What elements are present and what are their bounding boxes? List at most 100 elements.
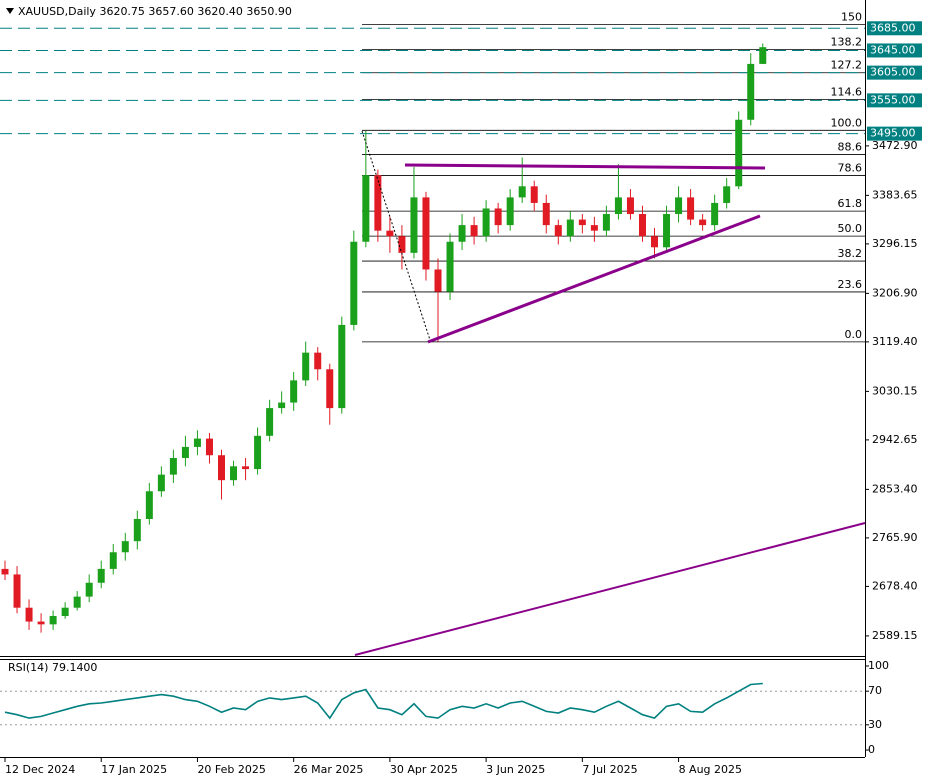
candle-body: [109, 552, 117, 569]
fib-label: 88.6: [838, 140, 863, 153]
candle-body: [458, 225, 466, 242]
candle-body: [169, 457, 177, 475]
candle-body: [13, 574, 21, 608]
y-tick-label: 3472.90: [872, 139, 918, 152]
y-tick-label: 3206.90: [872, 286, 918, 299]
level-label: 3685.00: [870, 21, 916, 34]
level-label: 3605.00: [870, 66, 916, 79]
x-tick-label: 30 Apr 2025: [390, 763, 458, 776]
trendlines: [354, 130, 866, 656]
fib-label: 127.2: [831, 59, 863, 72]
candle-body: [374, 175, 382, 231]
candle-body: [73, 596, 81, 608]
x-tick-label: 3 Jun 2025: [486, 763, 545, 776]
candle-body: [314, 352, 322, 370]
candle-body: [398, 236, 406, 253]
level-tag: [867, 65, 922, 80]
candle-body: [602, 214, 610, 231]
y-tick-label: 2765.90: [872, 531, 918, 544]
candle-body: [121, 541, 129, 553]
candle-body: [434, 269, 442, 292]
candle-body: [626, 197, 634, 215]
y-tick-label: 3296.15: [872, 237, 918, 250]
y-tick-label: 3383.65: [872, 188, 918, 201]
resistance-line: [404, 163, 766, 170]
fib-label: 100.0: [831, 116, 863, 129]
candle-body: [386, 230, 394, 237]
candle-body: [49, 616, 57, 625]
candle-body: [278, 402, 286, 409]
candle-body: [422, 197, 430, 270]
x-tick-label: 8 Aug 2025: [679, 763, 742, 776]
fib-label: 150: [841, 11, 862, 24]
candle-body: [350, 241, 358, 325]
x-tick-label: 20 Feb 2025: [197, 763, 265, 776]
candle-body: [699, 219, 707, 226]
candle-body: [302, 352, 310, 381]
candle-body: [145, 491, 153, 519]
y-tick-label: 30: [868, 718, 882, 731]
plot-layer: 2589.15 2678.40 2765.90 2853.40 2942.65 3030.…: [0, 11, 922, 776]
y-tick-label: 70: [868, 684, 882, 697]
candle-body: [97, 568, 105, 583]
candle-body: [290, 380, 298, 403]
x-tick-label: 17 Jan 2025: [101, 763, 167, 776]
candle-body: [25, 607, 33, 622]
x-tick-label: 7 Jul 2025: [582, 763, 637, 776]
candle-body: [362, 175, 370, 242]
candle-body: [254, 435, 262, 470]
fib-anchor-line: [361, 130, 431, 341]
candle-body: [470, 225, 478, 237]
rsi-title: RSI(14) 79.1400: [8, 661, 97, 674]
x-tick-label: 12 Dec 2024: [5, 763, 75, 776]
y-tick-label: 2589.15: [872, 629, 918, 642]
level-tag: [867, 126, 922, 141]
candle-body: [181, 446, 189, 458]
candle-body: [590, 225, 598, 231]
candle-body: [614, 197, 622, 215]
candle-body: [735, 119, 743, 187]
level-label: 3495.00: [870, 127, 916, 140]
long-trendline: [354, 522, 866, 656]
candle-body: [675, 197, 683, 215]
menu-arrow: [6, 8, 14, 14]
level-tag: [867, 93, 922, 108]
candle-body: [663, 214, 671, 248]
candle-body: [723, 186, 731, 203]
candle-body: [759, 47, 767, 64]
candle-body: [542, 202, 550, 226]
y-tick-label: 3119.40: [872, 335, 918, 348]
candle-body: [506, 197, 514, 226]
y-tick-label: 2678.40: [872, 579, 918, 592]
candle-body: [482, 208, 490, 237]
candle-body: [205, 438, 213, 456]
candle-body: [687, 197, 695, 220]
support-line: [427, 214, 761, 344]
candle-body: [61, 607, 69, 617]
candle-body: [747, 63, 755, 120]
level-tag: [867, 21, 922, 36]
y-tick-label: 2853.40: [872, 482, 918, 495]
level-label: 3645.00: [870, 43, 916, 56]
fib-label: 114.6: [831, 85, 863, 98]
y-tick-label: 100: [868, 659, 889, 672]
candle-body: [566, 219, 574, 237]
candle-body: [133, 518, 141, 542]
candle-body: [326, 369, 334, 409]
candle-body: [242, 466, 250, 470]
rsi-line: [4, 682, 763, 720]
candle-body: [338, 324, 346, 409]
level-label: 3555.00: [870, 93, 916, 106]
candle-body: [85, 582, 93, 597]
level-tag: [867, 43, 922, 58]
fib-label: 50.0: [838, 222, 863, 235]
candle-body: [578, 219, 586, 226]
candle-body: [218, 455, 226, 481]
fib-label: 23.6: [838, 278, 863, 291]
candle-body: [1, 568, 9, 575]
fib-label: 38.2: [838, 247, 863, 260]
candle-body: [554, 225, 562, 237]
x-tick-label: 26 Mar 2025: [294, 763, 364, 776]
